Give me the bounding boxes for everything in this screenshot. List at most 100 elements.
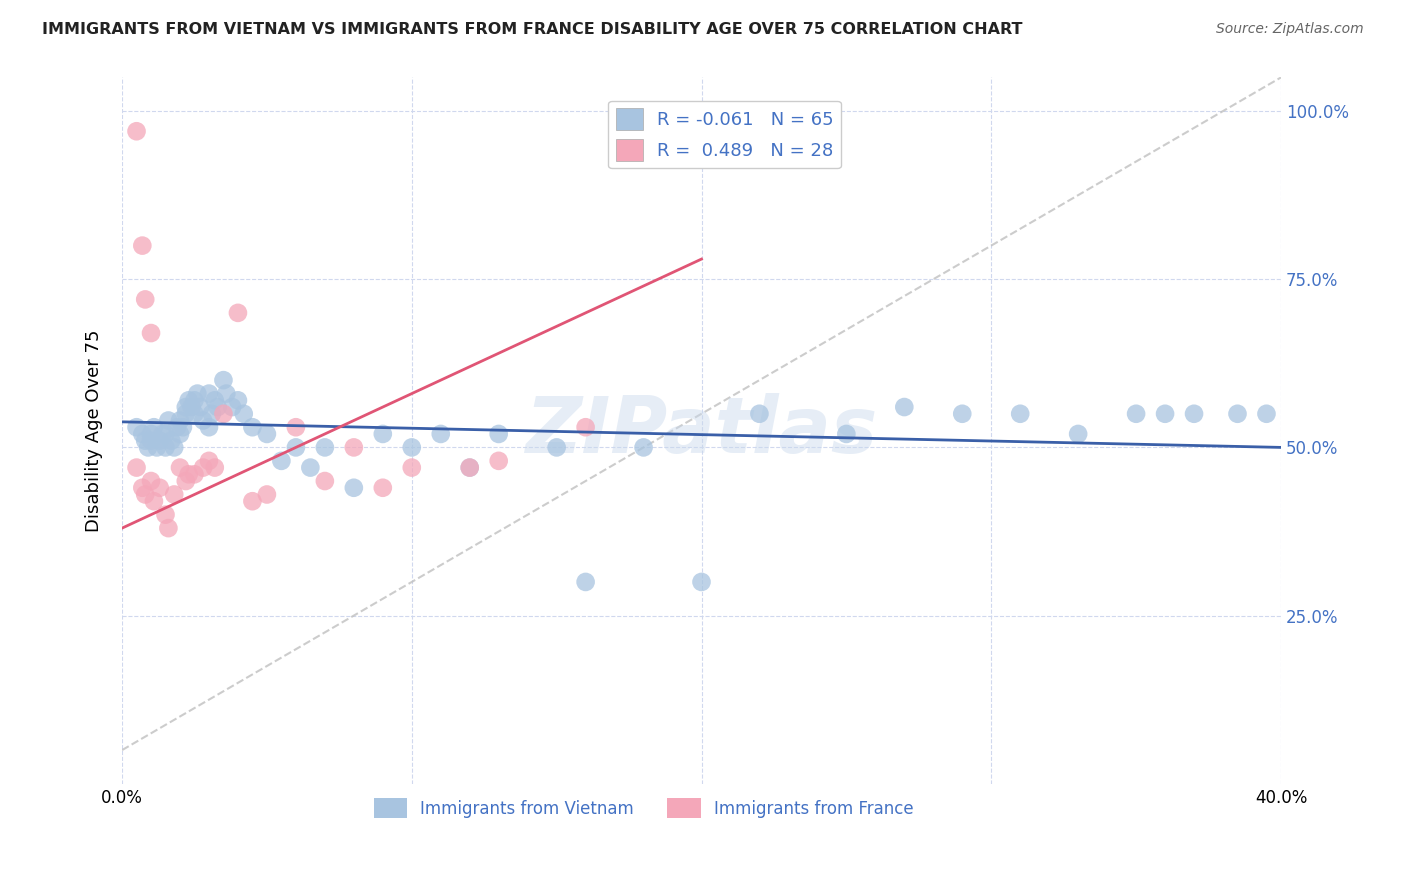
Point	[131, 481, 153, 495]
Text: Source: ZipAtlas.com: Source: ZipAtlas.com	[1216, 22, 1364, 37]
Point	[155, 426, 177, 441]
Point	[174, 400, 197, 414]
Point	[633, 441, 655, 455]
Point	[314, 474, 336, 488]
Point	[1154, 407, 1177, 421]
Point	[169, 426, 191, 441]
Point	[242, 494, 264, 508]
Point	[950, 407, 973, 421]
Point	[1256, 407, 1278, 421]
Point	[488, 454, 510, 468]
Point	[149, 434, 172, 448]
Point	[1226, 407, 1249, 421]
Point	[207, 400, 229, 414]
Point	[155, 441, 177, 455]
Point	[172, 420, 194, 434]
Point	[458, 460, 481, 475]
Point	[183, 407, 205, 421]
Point	[146, 441, 169, 455]
Point	[136, 441, 159, 455]
Point	[270, 454, 292, 468]
Point	[226, 393, 249, 408]
Point	[169, 413, 191, 427]
Point	[142, 494, 165, 508]
Point	[314, 441, 336, 455]
Point	[186, 386, 208, 401]
Point	[157, 413, 180, 427]
Point	[183, 393, 205, 408]
Point	[139, 326, 162, 340]
Point	[343, 441, 366, 455]
Point	[226, 306, 249, 320]
Point	[139, 434, 162, 448]
Point	[835, 426, 858, 441]
Point	[371, 481, 394, 495]
Point	[131, 426, 153, 441]
Point	[177, 467, 200, 482]
Point	[131, 238, 153, 252]
Point	[212, 373, 235, 387]
Point	[198, 386, 221, 401]
Point	[177, 393, 200, 408]
Point	[174, 407, 197, 421]
Point	[256, 487, 278, 501]
Point	[125, 124, 148, 138]
Point	[284, 420, 307, 434]
Point	[401, 460, 423, 475]
Point	[157, 521, 180, 535]
Point	[183, 467, 205, 482]
Y-axis label: Disability Age Over 75: Disability Age Over 75	[86, 329, 103, 532]
Point	[204, 460, 226, 475]
Point	[458, 460, 481, 475]
Point	[488, 426, 510, 441]
Point	[299, 460, 322, 475]
Text: ZIPatlas: ZIPatlas	[526, 392, 877, 468]
Point	[174, 474, 197, 488]
Point	[188, 400, 211, 414]
Legend: Immigrants from Vietnam, Immigrants from France: Immigrants from Vietnam, Immigrants from…	[367, 791, 921, 825]
Point	[139, 474, 162, 488]
Point	[343, 481, 366, 495]
Point	[169, 460, 191, 475]
Point	[242, 420, 264, 434]
Point	[193, 460, 215, 475]
Point	[575, 420, 598, 434]
Point	[204, 393, 226, 408]
Point	[546, 441, 568, 455]
Point	[155, 508, 177, 522]
Point	[152, 426, 174, 441]
Point	[160, 434, 183, 448]
Point	[201, 407, 224, 421]
Text: IMMIGRANTS FROM VIETNAM VS IMMIGRANTS FROM FRANCE DISABILITY AGE OVER 75 CORRELA: IMMIGRANTS FROM VIETNAM VS IMMIGRANTS FR…	[42, 22, 1022, 37]
Point	[215, 386, 238, 401]
Point	[401, 441, 423, 455]
Point	[575, 574, 598, 589]
Point	[163, 441, 186, 455]
Point	[256, 426, 278, 441]
Point	[166, 420, 188, 434]
Point	[134, 293, 156, 307]
Point	[139, 426, 162, 441]
Point	[1182, 407, 1205, 421]
Point	[193, 413, 215, 427]
Point	[1125, 407, 1147, 421]
Point	[221, 400, 243, 414]
Point	[125, 460, 148, 475]
Point	[163, 487, 186, 501]
Point	[1067, 426, 1090, 441]
Point	[893, 400, 915, 414]
Point	[198, 454, 221, 468]
Point	[142, 420, 165, 434]
Point	[371, 426, 394, 441]
Point	[134, 434, 156, 448]
Point	[429, 426, 451, 441]
Point	[748, 407, 770, 421]
Point	[284, 441, 307, 455]
Point	[232, 407, 254, 421]
Point	[180, 400, 202, 414]
Point	[212, 407, 235, 421]
Point	[149, 481, 172, 495]
Point	[134, 487, 156, 501]
Point	[198, 420, 221, 434]
Point	[125, 420, 148, 434]
